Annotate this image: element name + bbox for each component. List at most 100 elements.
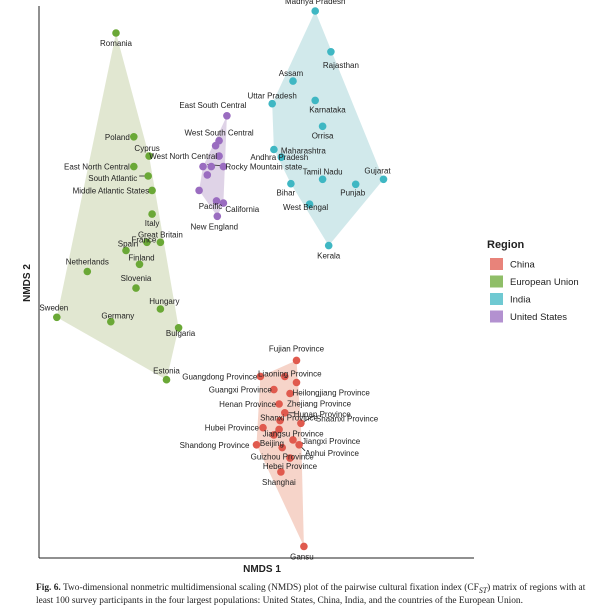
label-shanxi-province: Shanxi Province <box>260 414 318 423</box>
india-point-maharashtra <box>270 145 278 154</box>
label-gujarat: Gujarat <box>364 166 391 175</box>
label-zhejiang-province: Zhejiang Province <box>287 400 352 409</box>
legend-swatch-india <box>490 293 503 305</box>
european-union-point-east-north-central <box>130 162 138 171</box>
label-california: California <box>225 205 259 214</box>
united-states-point-pacific <box>212 197 221 205</box>
label-guizhou-province: Guizhou Province <box>251 453 315 462</box>
european-union-hull <box>56 33 179 380</box>
label-shaanxi-province: Shaanxi Province <box>316 414 379 423</box>
legend-label-china: China <box>510 260 536 271</box>
india-point-kerala <box>324 241 333 250</box>
label-east-north-central: East North Central <box>64 163 130 172</box>
united-states-point-new-england <box>213 212 222 221</box>
china-point-shanxi-province <box>276 416 284 425</box>
china-point-hunan-province <box>281 409 289 417</box>
legend-label-european-union: European Union <box>510 277 579 288</box>
china-point-guangxi-province <box>270 385 278 394</box>
caption-text-end: ) matrix of regions with at least 100 su… <box>36 583 586 607</box>
european-union-point-cyprus <box>145 152 153 160</box>
legend: Region China European Union India United St… <box>487 239 579 323</box>
y-axis-title: NMDS 2 <box>22 264 33 302</box>
label-karnataka: Karnataka <box>309 105 346 114</box>
china-point-hubei-province <box>259 423 267 432</box>
label-west-south-central: West South Central <box>184 129 253 138</box>
region-hulls <box>56 11 384 547</box>
label-west-north-central: West North Central <box>149 152 217 161</box>
label-anhui-province: Anhui Province <box>305 449 359 458</box>
india-point-tamil-nadu <box>318 175 327 184</box>
label-beijing: Beijing <box>260 439 284 448</box>
india-point-orrisa <box>318 122 327 131</box>
label-hubei-province: Hubei Province <box>205 424 260 433</box>
india-point-assam <box>289 77 297 85</box>
european-union-point-middle-atlantic-states <box>148 186 156 195</box>
caption-figure-label: Fig. 6. <box>36 583 61 593</box>
label-hungary: Hungary <box>149 297 179 306</box>
legend-label-india: India <box>510 295 531 306</box>
label-bulgaria: Bulgaria <box>166 329 196 338</box>
label-shanghai: Shanghai <box>262 478 296 487</box>
china-point-henan-province <box>275 400 283 408</box>
china-point-shanghai <box>277 468 285 476</box>
india-point-rajasthan <box>327 48 335 56</box>
label-henan-province: Henan Province <box>219 400 276 409</box>
united-states-point-unlabeled-5 <box>207 162 216 171</box>
india-point-karnataka <box>311 96 320 105</box>
label-jiangxi-province: Jiangxi Province <box>302 437 361 446</box>
european-union-point-finland <box>135 260 144 269</box>
china-point-guizhou-province <box>278 443 287 452</box>
india-point-gujarat <box>379 175 388 184</box>
label-east-south-central: East South Central <box>179 101 246 110</box>
label-sweden: Sweden <box>39 303 68 312</box>
india-point-madhya-pradesh <box>311 7 320 15</box>
label-liaoning-province: Liaoning Province <box>258 369 322 378</box>
european-union-point-great-britain <box>156 238 165 247</box>
caption-cf-symbol: ST <box>478 583 488 595</box>
label-madhya-pradesh: Madhya Pradesh <box>285 0 345 6</box>
label-hunan-province: Hunan Province <box>294 410 351 419</box>
label-pacific: Pacific <box>199 202 223 211</box>
label-maharashtra: Maharashtra <box>281 147 326 156</box>
china-point-zhejiang-province <box>286 389 294 398</box>
european-union-point-romania <box>112 29 120 37</box>
label-germany: Germany <box>101 312 134 321</box>
label-hebei-province: Hebei Province <box>263 462 318 471</box>
european-union-point-poland <box>130 133 138 141</box>
label-poland: Poland <box>105 133 130 142</box>
label-spain: Spain <box>118 240 138 249</box>
point-labels: Fujian Province Guangdong Province Liaonin… <box>39 0 391 561</box>
label-great-britain: Great Britain <box>138 230 183 239</box>
european-union-point-spain <box>122 246 130 255</box>
label-netherlands: Netherlands <box>66 258 109 267</box>
label-new-england: New England <box>191 222 239 231</box>
united-states-point-east-south-central <box>223 112 231 120</box>
european-union-point-france <box>143 238 151 247</box>
label-slovenia: Slovenia <box>121 274 152 283</box>
label-finland: Finland <box>128 253 154 262</box>
china-point-heilongjiang-province <box>292 378 301 387</box>
label-fujian-province: Fujian Province <box>269 344 325 353</box>
united-states-point-rocky-mountain-state <box>219 162 228 171</box>
china-point-gansu <box>300 542 308 551</box>
european-union-point-italy <box>148 210 156 218</box>
figure-caption: Fig. 6. Two-dimensional nonmetric multid… <box>36 583 588 608</box>
united-states-point-california <box>219 199 228 207</box>
label-estonia: Estonia <box>153 367 180 376</box>
legend-swatch-china <box>490 258 503 270</box>
china-point-hebei-province <box>286 454 294 462</box>
label-france: France <box>131 235 156 244</box>
label-rocky-mountain-state: Rocky Mountain state <box>225 163 302 172</box>
label-cyprus: Cyprus <box>134 144 159 153</box>
label-andhra-pradesh: Andhra Pradesh <box>250 153 308 162</box>
x-axis-title: NMDS 1 <box>243 564 281 575</box>
european-union-point-south-atlantic <box>144 172 152 180</box>
european-union-point-sweden <box>53 313 61 322</box>
china-point-jiangxi-province <box>289 436 297 444</box>
caption-subscript: ST <box>478 585 488 595</box>
european-union-point-germany <box>107 317 115 326</box>
label-south-atlantic: South Atlantic <box>88 174 137 183</box>
european-union-point-hungary <box>156 305 165 313</box>
label-bihar: Bihar <box>277 189 296 198</box>
india-point-punjab <box>351 180 360 189</box>
